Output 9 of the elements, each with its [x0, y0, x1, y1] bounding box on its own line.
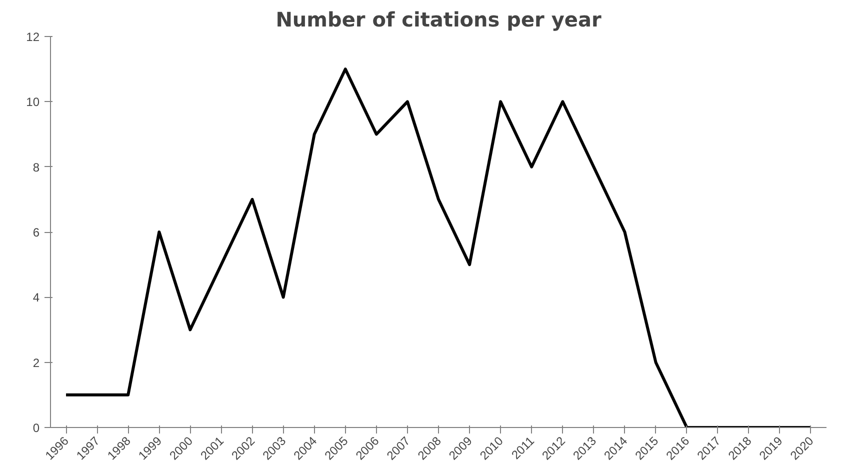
- line-series: [64, 68, 812, 428]
- y-tick-label: 6: [32, 226, 40, 240]
- y-tick-label: 0: [32, 421, 40, 435]
- y-tick-label: 4: [32, 290, 40, 305]
- y-tick-label: 8: [32, 160, 40, 174]
- y-tick-label: 10: [26, 95, 40, 110]
- chart-title: Number of citations per year: [276, 8, 602, 32]
- y-tick-label: 2: [32, 356, 40, 370]
- y-tick-label: 12: [26, 30, 40, 44]
